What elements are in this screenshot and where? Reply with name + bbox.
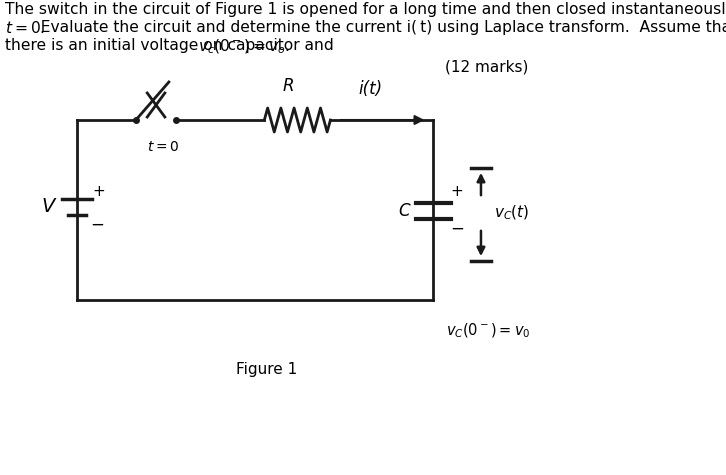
Text: −: − [450,220,464,238]
Text: Evaluate the circuit and determine the current i( ​t​) using Laplace transform. : Evaluate the circuit and determine the c… [30,20,726,35]
Text: V: V [41,198,54,217]
Text: $t = 0$.: $t = 0$. [5,20,45,36]
Text: C: C [398,202,409,220]
Text: R: R [283,77,294,95]
Text: The switch in the circuit of Figure 1 is opened for a long time and then closed : The switch in the circuit of Figure 1 is… [5,2,726,17]
Text: (12 marks): (12 marks) [445,60,529,75]
Text: i(t): i(t) [359,80,383,98]
Text: +: + [93,183,105,199]
Text: $v_c(0^-) = v_o$.: $v_c(0^-) = v_o$. [198,38,290,57]
Text: $v_C(0^-)$$=$$v_0$: $v_C(0^-)$$=$$v_0$ [446,322,531,341]
Text: there is an initial voltage on capacitor and: there is an initial voltage on capacitor… [5,38,339,53]
Text: $v_C(t)$: $v_C(t)$ [494,204,530,222]
Text: $t=0$: $t=0$ [147,140,179,154]
Text: Figure 1: Figure 1 [236,362,297,377]
Text: −: − [91,216,105,234]
Text: +: + [450,183,463,199]
